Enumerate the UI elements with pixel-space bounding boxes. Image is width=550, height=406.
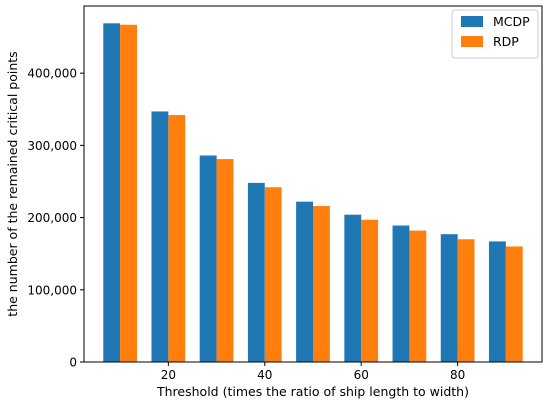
bars-layer — [103, 23, 523, 363]
bar-rdp-80 — [457, 239, 475, 362]
bar-mcdp-20 — [151, 111, 169, 363]
bar-rdp-20 — [168, 115, 186, 362]
x-tick-label: 20 — [161, 368, 176, 382]
legend-swatch-rdp — [461, 36, 483, 47]
y-tick-label: 100,000 — [27, 283, 77, 297]
bar-mcdp-30 — [199, 155, 217, 362]
bar-mcdp-90 — [488, 241, 506, 362]
bar-mcdp-40 — [247, 182, 265, 362]
bar-mcdp-50 — [296, 201, 313, 362]
x-tick-label: 80 — [450, 368, 465, 382]
bar-rdp-30 — [216, 159, 234, 362]
y-tick-label: 200,000 — [27, 211, 77, 225]
y-ticks: 0 100,000 200,000 300,000 400,000 — [27, 67, 84, 370]
x-axis-label: Threshold (times the ratio of ship lengt… — [156, 384, 469, 399]
legend-label-mcdp: MCDP — [493, 14, 530, 29]
y-tick-label: 300,000 — [27, 139, 77, 153]
bar-rdp-60 — [361, 219, 379, 362]
bar-rdp-40 — [264, 187, 282, 362]
x-ticks: 20 40 60 80 — [161, 362, 465, 382]
bar-mcdp-60 — [344, 214, 362, 362]
legend-swatch-mcdp — [461, 16, 483, 27]
x-tick-label: 40 — [257, 368, 272, 382]
y-axis-label: the number of the remained critical poin… — [5, 51, 20, 316]
y-tick-label: 0 — [69, 356, 77, 370]
x-tick-label: 60 — [354, 368, 369, 382]
plot-frame — [83, 5, 543, 363]
y-tick-label: 400,000 — [27, 67, 77, 81]
legend-label-rdp: RDP — [493, 34, 519, 49]
bar-rdp-50 — [313, 206, 330, 362]
bar-rdp-10 — [120, 24, 138, 363]
bar-rdp-90 — [505, 246, 523, 362]
bar-mcdp-80 — [440, 234, 458, 362]
legend: MCDP RDP — [451, 9, 539, 59]
bar-mcdp-10 — [103, 23, 121, 363]
bar-rdp-70 — [409, 230, 427, 362]
bar-mcdp-70 — [392, 225, 410, 362]
